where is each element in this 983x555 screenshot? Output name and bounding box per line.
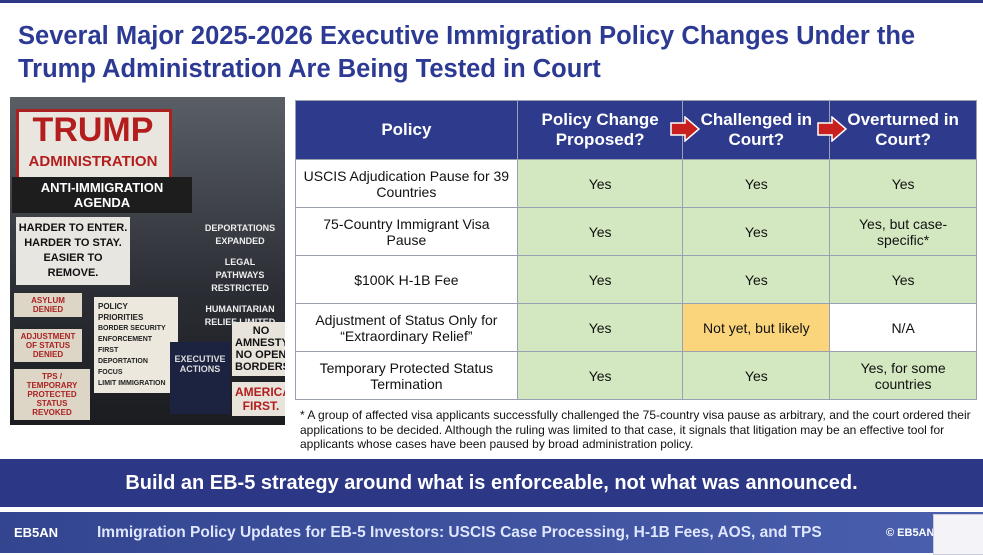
column-header: Policy	[295, 100, 518, 160]
thumbnail	[933, 514, 983, 555]
status-cell: Yes	[829, 255, 977, 304]
status-cell: Yes	[516, 207, 684, 256]
slogan: HARDER TO ENTER. HARDER TO STAY. EASIER …	[16, 217, 130, 285]
banner: Build an EB-5 strategy around what is en…	[0, 459, 983, 507]
status-cell: Yes	[516, 159, 684, 208]
table-row: 75-Country Immigrant Visa Pause Yes Yes Yes…	[295, 207, 977, 256]
header-row: Policy Policy Change Proposed? Challenged …	[295, 100, 977, 160]
status-cell: Not yet, but likely	[682, 303, 831, 352]
slogan-line: HARDER TO STAY.	[24, 237, 122, 249]
footnote: * A group of affected visa applicants su…	[300, 408, 971, 451]
slogan-line: EASIER TO REMOVE.	[43, 252, 103, 279]
column-header: Overturned in Court?	[817, 100, 977, 160]
status-cell: Yes	[516, 351, 684, 400]
status-cell: N/A	[829, 303, 977, 352]
title: Several Major 2025-2026 Executive Immigr…	[18, 22, 916, 83]
policy-cell: $100K H-1B Fee	[295, 255, 518, 304]
policy-cell: Adjustment of Status Only for “Extraordi…	[295, 303, 518, 352]
sign-subtitle: ADMINISTRATION	[28, 153, 158, 170]
status-cell: Yes	[516, 255, 684, 304]
clipboard-title: POLICY PRIORITIES	[98, 302, 144, 322]
status-cell: Yes	[682, 255, 831, 304]
folder: EXECUTIVE ACTIONS	[170, 342, 230, 414]
status-cell: Yes, but case-specific*	[829, 207, 977, 256]
policy-cell: Temporary Protected Status Termination	[295, 351, 518, 400]
placard-footer: AMERICA FIRST.	[232, 382, 285, 416]
policy-cell: USCIS Adjudication Pause for 39 Countrie…	[295, 159, 518, 208]
status-cell: Yes	[682, 159, 831, 208]
status-cell: Yes, for some countries	[829, 351, 977, 400]
arrow	[670, 116, 701, 142]
table-row: $100K H-1B Fee Yes Yes Yes	[295, 255, 977, 304]
table-row: USCIS Adjudication Pause for 39 Countrie…	[295, 159, 977, 208]
sign-title: TRUMP	[32, 111, 154, 149]
clipboard-item: ENFORCEMENT FIRST	[98, 336, 153, 354]
stamp: ADJUSTMENT OF STATUS DENIED	[14, 329, 82, 362]
right-sign: DEPORTATIONS EXPANDED LEGAL PATHWAYS RES…	[200, 222, 280, 329]
clipboard: POLICY PRIORITIES BORDER SECURITY ENFORC…	[94, 297, 178, 393]
agenda-banner: ANTI-IMMIGRATION AGENDA	[12, 177, 192, 213]
copyright: © EB5AN	[886, 527, 935, 539]
clipboard-item: LIMIT IMMIGRATION	[98, 380, 166, 387]
column-header: Policy Change Proposed?	[516, 100, 684, 160]
status-cell: Yes	[829, 159, 977, 208]
arrow	[817, 116, 848, 142]
footer: EB5AN Immigration Policy Updates for EB-…	[0, 512, 983, 555]
table-row: Adjustment of Status Only for “Extraordi…	[295, 303, 977, 352]
clipboard-item: BORDER SECURITY	[98, 325, 166, 332]
slogan-line: HARDER TO ENTER.	[18, 222, 128, 234]
status-cell: Yes	[682, 207, 831, 256]
table-row: Temporary Protected Status Termination Ye…	[295, 351, 977, 400]
right-sign-line: LEGAL PATHWAYS RESTRICTED	[211, 257, 269, 293]
top-rule	[0, 0, 983, 3]
column-header: Challenged in Court?	[670, 100, 831, 160]
placard: NO AMNESTY NO OPEN BORDERS	[232, 322, 285, 376]
illustration: TRUMP ADMINISTRATION ANTI-IMMIGRATION AG…	[10, 97, 285, 425]
policy-table: Policy Policy Change Proposed? Challenged …	[295, 100, 977, 400]
right-sign-line: DEPORTATIONS EXPANDED	[204, 223, 276, 246]
policy-cell: 75-Country Immigrant Visa Pause	[295, 207, 518, 256]
status-cell: Yes	[682, 351, 831, 400]
stamp: TPS / TEMPORARY PROTECTED STATUS REVOKED	[14, 369, 90, 420]
footer-text: Immigration Policy Updates for EB-5 Inve…	[97, 524, 822, 541]
logo: EB5AN	[14, 525, 59, 540]
status-cell: Yes	[516, 303, 684, 352]
stamp: ASYLUM DENIED	[14, 293, 82, 317]
clipboard-item: DEPORTATION FOCUS	[98, 358, 148, 376]
